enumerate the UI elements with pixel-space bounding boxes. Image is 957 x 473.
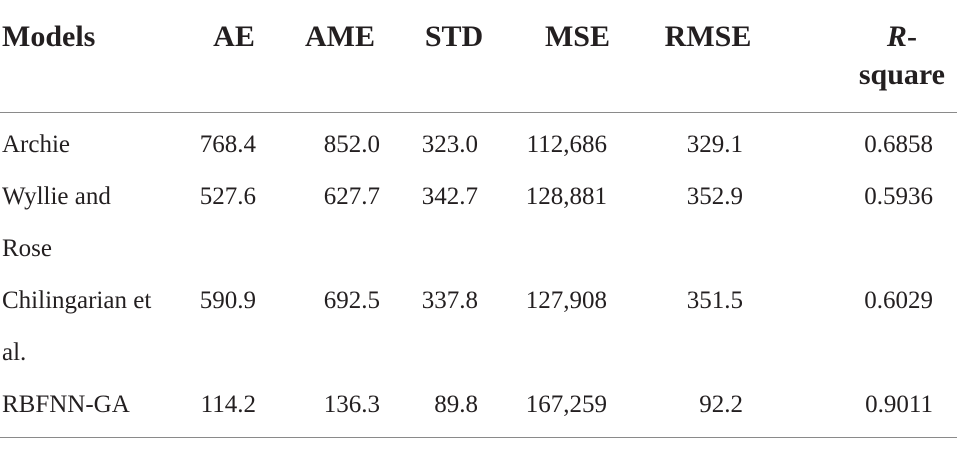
mse-value: 167,259 [506, 379, 649, 438]
model-name: Wyllie and Rose [2, 183, 111, 262]
r-square-label: R- square [859, 18, 945, 94]
r-square-word: square [858, 58, 945, 91]
header-ame: AME [278, 0, 402, 113]
table-row: Archie 768.4 852.0 323.0 112,686 329.1 0… [0, 113, 957, 172]
header-std: STD [402, 0, 506, 113]
table-header-row: Models AE AME STD MSE RMSE R- square [0, 0, 957, 113]
std-value: 337.8 [421, 287, 478, 314]
mse-value: 112,686 [526, 131, 607, 158]
model-name: Chilingarian et al. [2, 287, 152, 366]
rmse-value: 329.1 [686, 131, 743, 158]
header-models: Models [0, 0, 190, 113]
r-square-dash: - [906, 20, 917, 53]
r-square-value: 0.5936 [864, 183, 933, 210]
model-name: RBFNN-GA [2, 391, 130, 418]
header-ae: AE [190, 0, 278, 113]
header-mse: MSE [506, 0, 649, 113]
ae-value: 590.9 [199, 287, 256, 314]
rmse-value: 352.9 [686, 183, 743, 210]
r-square-value: 0.6858 [864, 131, 933, 158]
rmse-value: 351.5 [686, 287, 743, 314]
table-row: Wyllie and Rose 527.6 627.7 342.7 128,88… [0, 171, 957, 275]
model-comparison-table: Models AE AME STD MSE RMSE R- square Arch… [0, 0, 957, 438]
r-square-value: 0.9011 [767, 379, 957, 438]
ae-value: 768.4 [199, 131, 256, 158]
r-square-italic-r: R [886, 20, 907, 53]
model-name: Archie [2, 131, 71, 158]
table-row: Chilingarian et al. 590.9 692.5 337.8 12… [0, 275, 957, 379]
ae-value: 114.2 [190, 379, 278, 438]
header-r-square: R- square [767, 0, 957, 113]
ame-value: 852.0 [323, 131, 380, 158]
std-value: 342.7 [421, 183, 478, 210]
ae-value: 527.6 [199, 183, 256, 210]
rmse-value: 92.2 [649, 379, 767, 438]
mse-value: 128,881 [525, 183, 607, 210]
ame-value: 136.3 [278, 379, 402, 438]
ame-value: 692.5 [323, 287, 380, 314]
std-value: 323.0 [421, 131, 478, 158]
mse-value: 127,908 [525, 287, 607, 314]
table-row: RBFNN-GA 114.2 136.3 89.8 167,259 92.2 0… [0, 379, 957, 438]
ame-value: 627.7 [323, 183, 380, 210]
std-value: 89.8 [402, 379, 506, 438]
header-rmse: RMSE [649, 0, 767, 113]
r-square-value: 0.6029 [864, 287, 933, 314]
